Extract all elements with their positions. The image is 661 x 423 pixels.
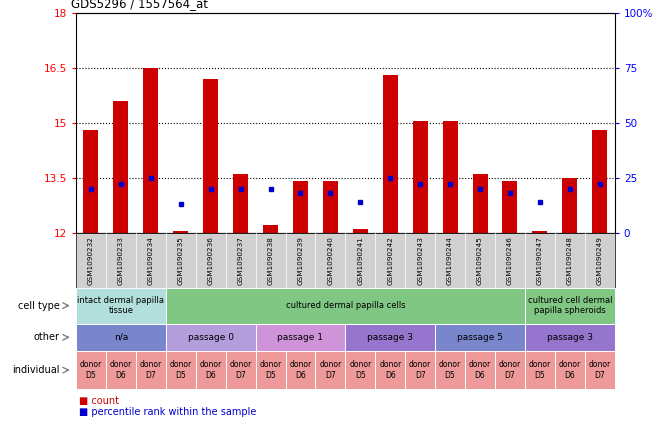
Text: other: other — [34, 332, 59, 342]
Bar — [563, 178, 577, 233]
Text: GDS5296 / 1557564_at: GDS5296 / 1557564_at — [71, 0, 208, 10]
Bar — [353, 229, 368, 233]
Text: donor
D5: donor D5 — [349, 360, 371, 380]
Text: GSM1090246: GSM1090246 — [507, 236, 513, 285]
Text: donor
D7: donor D7 — [409, 360, 432, 380]
Text: donor
D6: donor D6 — [200, 360, 222, 380]
Text: GSM1090242: GSM1090242 — [387, 236, 393, 285]
Text: GSM1090243: GSM1090243 — [417, 236, 423, 285]
Text: passage 1: passage 1 — [278, 333, 323, 342]
Text: donor
D5: donor D5 — [259, 360, 282, 380]
Text: intact dermal papilla
tissue: intact dermal papilla tissue — [77, 296, 165, 315]
Text: donor
D5: donor D5 — [529, 360, 551, 380]
Bar — [383, 75, 398, 233]
Bar — [323, 181, 338, 233]
Bar — [173, 231, 188, 233]
Text: GSM1090247: GSM1090247 — [537, 236, 543, 285]
Bar — [233, 174, 248, 233]
Text: cultured dermal papilla cells: cultured dermal papilla cells — [286, 301, 405, 310]
Text: donor
D5: donor D5 — [439, 360, 461, 380]
Text: passage 3: passage 3 — [547, 333, 593, 342]
Text: GSM1090238: GSM1090238 — [268, 236, 274, 285]
Text: individual: individual — [12, 365, 59, 375]
Bar — [532, 231, 547, 233]
Bar — [592, 130, 607, 233]
Bar — [263, 225, 278, 233]
Text: donor
D6: donor D6 — [469, 360, 491, 380]
Text: GSM1090236: GSM1090236 — [208, 236, 214, 285]
Text: ■ count: ■ count — [79, 396, 120, 406]
Bar — [203, 79, 218, 233]
Text: donor
D7: donor D7 — [499, 360, 521, 380]
Text: donor
D5: donor D5 — [80, 360, 102, 380]
Text: n/a: n/a — [114, 333, 128, 342]
Text: GSM1090244: GSM1090244 — [447, 236, 453, 285]
Text: GSM1090233: GSM1090233 — [118, 236, 124, 285]
Text: passage 5: passage 5 — [457, 333, 503, 342]
Text: donor
D6: donor D6 — [379, 360, 401, 380]
Text: GSM1090241: GSM1090241 — [358, 236, 364, 285]
Text: GSM1090237: GSM1090237 — [237, 236, 244, 285]
Text: cell type: cell type — [18, 301, 59, 310]
Text: donor
D7: donor D7 — [229, 360, 252, 380]
Bar — [83, 130, 98, 233]
Text: GSM1090248: GSM1090248 — [567, 236, 573, 285]
Text: passage 3: passage 3 — [368, 333, 413, 342]
Bar — [443, 121, 457, 233]
Text: GSM1090240: GSM1090240 — [327, 236, 333, 285]
Text: GSM1090235: GSM1090235 — [178, 236, 184, 285]
Text: donor
D7: donor D7 — [139, 360, 162, 380]
Text: passage 0: passage 0 — [188, 333, 234, 342]
Text: donor
D7: donor D7 — [319, 360, 342, 380]
Bar — [502, 181, 518, 233]
Text: GSM1090234: GSM1090234 — [148, 236, 154, 285]
Bar — [114, 101, 128, 233]
Text: GSM1090249: GSM1090249 — [597, 236, 603, 285]
Text: donor
D6: donor D6 — [559, 360, 581, 380]
Bar — [412, 121, 428, 233]
Text: cultured cell dermal
papilla spheroids: cultured cell dermal papilla spheroids — [527, 296, 612, 315]
Text: GSM1090232: GSM1090232 — [88, 236, 94, 285]
Text: donor
D7: donor D7 — [589, 360, 611, 380]
Text: GSM1090245: GSM1090245 — [477, 236, 483, 285]
Bar — [473, 174, 488, 233]
Text: GSM1090239: GSM1090239 — [297, 236, 303, 285]
Text: donor
D6: donor D6 — [110, 360, 132, 380]
Bar — [293, 181, 308, 233]
Text: donor
D5: donor D5 — [170, 360, 192, 380]
Bar — [143, 68, 159, 233]
Text: ■ percentile rank within the sample: ■ percentile rank within the sample — [79, 407, 256, 417]
Text: donor
D6: donor D6 — [290, 360, 311, 380]
